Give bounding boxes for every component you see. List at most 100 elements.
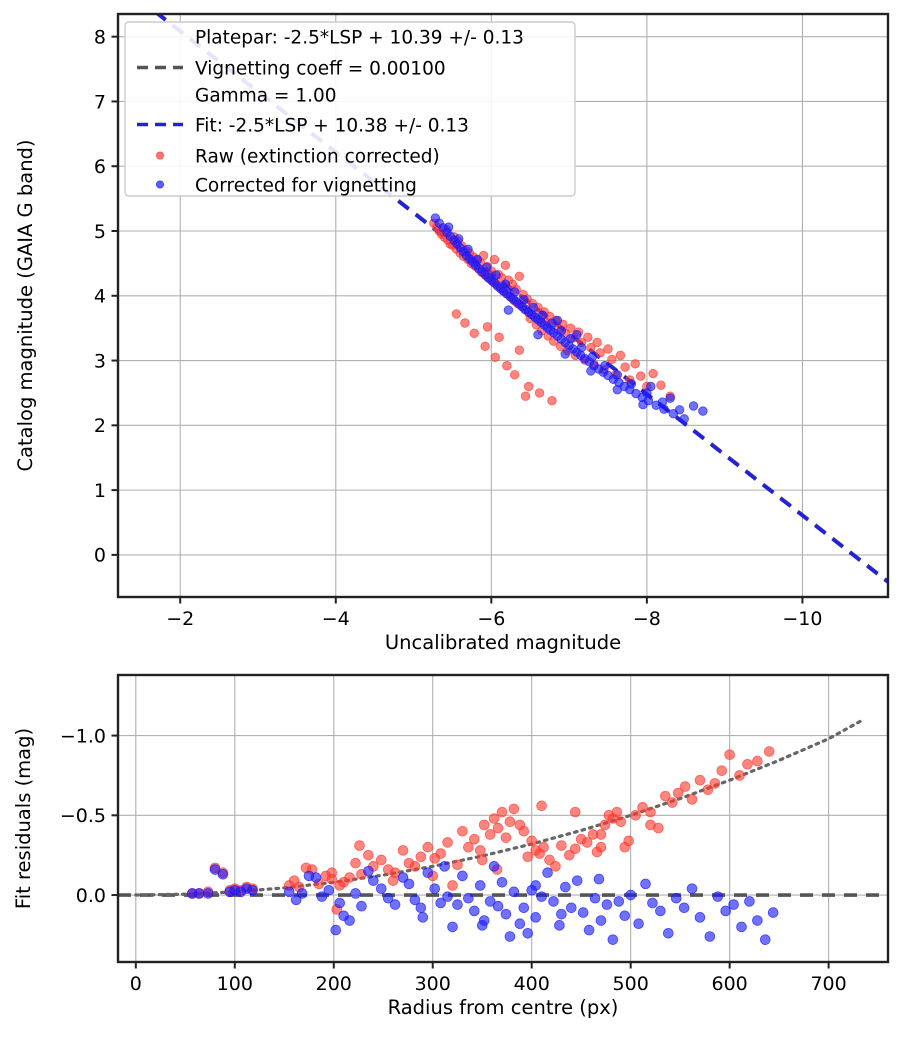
data-point [595,829,607,840]
data-point [612,385,623,395]
data-point [625,889,636,901]
data-point [209,864,221,875]
x-tick-label: 200 [316,973,352,995]
data-point [686,794,698,805]
data-point [508,803,520,815]
data-point [646,381,656,392]
data-point [577,907,589,918]
data-point [528,302,539,313]
y-tick-label: 1 [94,480,106,502]
data-point [734,770,745,781]
data-point [354,840,365,851]
data-point [620,362,630,372]
data-point [502,361,512,371]
x-tick-label: 400 [514,973,550,995]
data-point [552,315,563,326]
data-point [492,900,504,912]
data-point [451,309,462,319]
data-point [508,886,520,898]
data-point [452,859,463,871]
data-point [607,354,617,364]
legend-label-3: Fit: -2.5*LSP + 10.38 +/- 0.13 [195,116,469,137]
data-point [202,888,214,899]
data-point [554,920,565,931]
data-point [752,755,763,767]
data-point [217,869,229,880]
legend-dot-swatch [155,151,164,160]
bottom-plot-data [118,718,888,945]
bottom-plot-ticks: 0 100 200 300 400 500 600 700 0.0 −0.5 −1.0 [60,725,847,995]
data-point [662,927,674,939]
data-point [595,841,607,853]
data-point [474,880,486,891]
data-point [589,892,601,904]
y-tick-label: 3 [94,350,106,372]
data-point [736,921,747,933]
data-point [607,934,619,945]
data-point [310,872,322,883]
data-point [452,899,463,910]
data-point [496,876,508,888]
data-point [522,927,534,939]
data-point [334,897,346,909]
scatter-series-1 [430,213,708,424]
data-point [599,819,611,831]
data-point [586,366,596,376]
y-tick-label: 5 [94,221,106,243]
data-point [468,905,480,917]
data-point [520,391,531,401]
data-point [678,902,690,914]
legend-label-2: Gamma = 1.00 [195,86,337,107]
data-point [716,765,728,776]
data-point [587,351,598,362]
x-tick-label: 600 [712,973,748,995]
data-point [565,323,576,333]
data-point [679,414,689,424]
data-point [500,279,511,289]
data-point [556,326,567,336]
data-point [488,813,500,824]
data-point [344,872,355,883]
data-point [536,891,547,902]
data-point [500,832,512,843]
data-point [476,854,488,866]
data-point [422,867,434,879]
trend-line [134,718,865,897]
y-tick-label: −0.5 [60,805,106,827]
data-point [509,287,520,297]
data-point [648,368,658,379]
data-point [503,305,514,315]
data-point [538,841,549,853]
data-point [709,778,721,789]
data-point [474,845,486,856]
data-point [536,800,547,812]
y-tick-label: 6 [94,156,106,178]
data-point [469,328,479,339]
data-point [382,892,394,904]
data-point [443,222,454,232]
data-point [490,352,500,363]
data-point [702,784,714,796]
scatter-series-1 [186,861,779,945]
data-point [417,912,429,923]
data-point [509,370,520,380]
data-point [653,822,664,834]
legend-entry-5: Corrected for vignetting [155,176,417,197]
data-point [350,857,361,869]
data-point [472,254,483,265]
data-point [363,865,374,877]
data-point [480,341,490,352]
legend-box [124,21,576,197]
data-point [533,329,543,340]
data-point [492,822,504,834]
data-point [611,806,623,818]
data-point [514,345,525,355]
legend-label-1: Vignetting coeff = 0.00100 [195,59,446,80]
data-point [530,912,541,923]
data-point [330,924,342,936]
data-point [409,861,421,872]
data-point [744,896,755,907]
data-point [630,810,641,821]
data-point [694,912,706,923]
